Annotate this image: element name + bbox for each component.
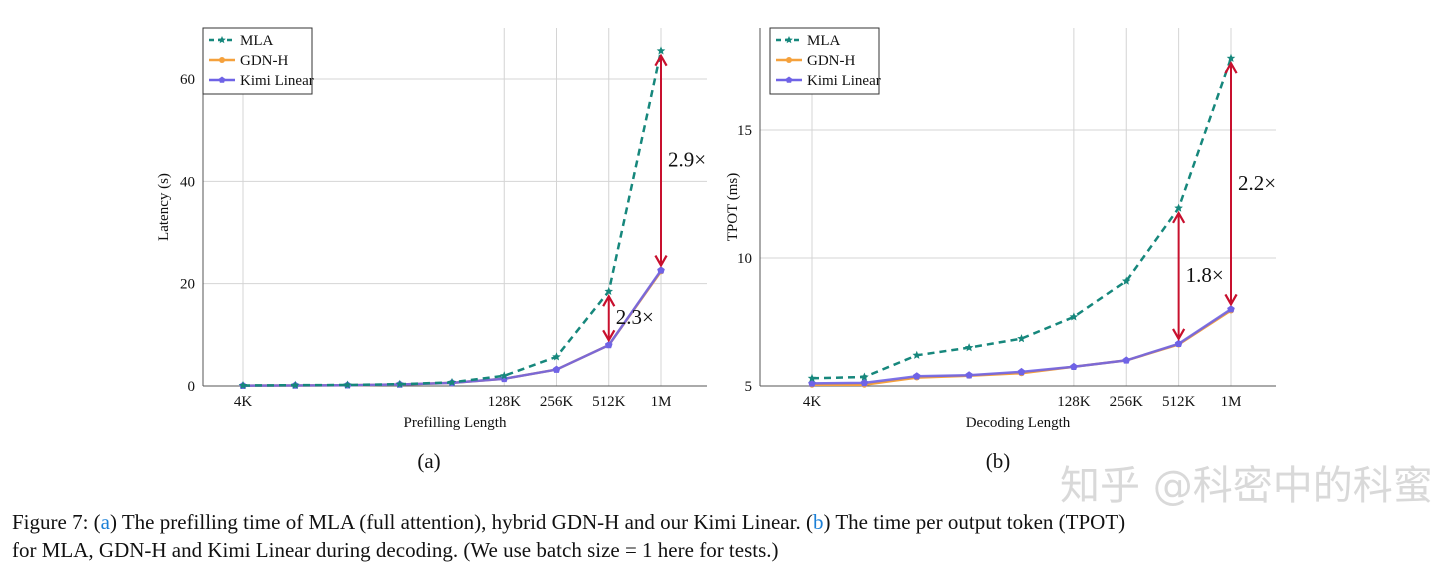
data-point-kimi-linear <box>1017 367 1026 376</box>
legend-marker-gdn-h <box>786 57 792 63</box>
legend-label-mla: MLA <box>240 33 274 49</box>
data-point-kimi-linear <box>965 371 973 379</box>
y-tick-label: 10 <box>737 251 752 267</box>
legend-label-kimi-linear: Kimi Linear <box>240 73 314 89</box>
chart-decoding-tpot: 4K 128K 256K 512K 1M 5 10 15 Decoding Length TPOT… <box>725 27 1276 473</box>
watermark: 知乎 @科密中的科蜜 <box>1060 463 1433 509</box>
data-point-mla <box>291 380 300 389</box>
data-point-mla <box>964 343 974 352</box>
legend-marker-gdn-h <box>219 57 225 63</box>
x-axis-label: Decoding Length <box>966 415 1071 431</box>
data-point-kimi-linear <box>657 266 665 274</box>
data-point-mla <box>447 377 457 387</box>
x-tick-label: 256K <box>1110 394 1144 410</box>
series-line-mla <box>811 57 1233 380</box>
data-point-mla <box>1069 312 1079 321</box>
caption-text: Figure 7: ( <box>12 510 101 534</box>
y-tick-label: 20 <box>180 277 195 293</box>
data-point-kimi-linear <box>808 379 816 387</box>
x-tick-label: 512K <box>1162 394 1196 410</box>
x-tick-label: 4K <box>234 394 253 410</box>
data-point-mla <box>807 373 817 382</box>
caption-text: ) The time per output token (TPOT) <box>823 510 1125 534</box>
caption-line-2: for MLA, GDN-H and Kimi Linear during de… <box>12 538 779 562</box>
data-point-kimi-linear <box>912 372 921 380</box>
legend-label-mla: MLA <box>807 33 841 49</box>
legend-label-kimi-linear: Kimi Linear <box>807 73 881 89</box>
y-axis-label: TPOT (ms) <box>725 173 741 241</box>
data-point-mla <box>912 350 921 359</box>
data-point-mla <box>395 379 404 388</box>
data-point-kimi-linear <box>1070 362 1078 370</box>
speedup-label: 2.3× <box>616 305 654 329</box>
legend-label-gdn-h: GDN-H <box>240 53 288 69</box>
caption-link-a[interactable]: a <box>101 510 111 534</box>
data-point-mla <box>500 371 509 380</box>
x-tick-label: 512K <box>592 394 626 410</box>
legend-marker-kimi-linear <box>218 76 226 83</box>
caption-text: ) The prefilling time of MLA (full atten… <box>110 510 813 534</box>
data-point-mla <box>1174 203 1183 212</box>
data-point-mla <box>1122 276 1131 285</box>
speedup-label: 2.2× <box>1238 171 1276 195</box>
data-point-mla <box>552 352 561 361</box>
data-point-mla <box>604 286 613 295</box>
data-point-mla <box>343 380 352 389</box>
chart-prefilling-latency: 4K 128K 256K 512K 1M 0 20 40 60 Prefilling Length… <box>156 27 707 473</box>
data-point-mla <box>238 381 248 390</box>
legend-label-gdn-h: GDN-H <box>807 53 855 69</box>
x-tick-label: 128K <box>1057 394 1091 410</box>
series-line-mla <box>242 50 663 387</box>
legend-marker-mla <box>785 36 793 44</box>
y-tick-label: 40 <box>180 174 195 190</box>
x-tick-label: 128K <box>488 394 522 410</box>
caption-line-1: Figure 7: (a) The prefilling time of MLA… <box>12 510 1125 534</box>
panel-label: (a) <box>417 449 440 473</box>
data-point-kimi-linear <box>1174 339 1183 347</box>
caption-link-b[interactable]: b <box>813 510 824 534</box>
data-point-mla <box>860 372 869 381</box>
legend-marker-kimi-linear <box>785 76 793 83</box>
data-point-mla <box>1226 53 1236 62</box>
speedup-label: 2.9× <box>668 148 706 172</box>
x-tick-label: 4K <box>803 394 822 410</box>
y-tick-label: 15 <box>737 123 752 139</box>
data-point-kimi-linear <box>860 378 869 387</box>
series-line-gdn-h <box>242 270 663 387</box>
data-point-kimi-linear <box>1122 356 1131 364</box>
data-point-mla <box>1017 334 1026 343</box>
data-point-kimi-linear <box>552 365 561 373</box>
y-tick-label: 60 <box>180 72 195 88</box>
legend-marker-mla <box>218 36 226 44</box>
x-tick-label: 256K <box>540 394 574 410</box>
y-axis-label: Latency (s) <box>156 173 172 241</box>
x-axis-label: Prefilling Length <box>404 415 507 431</box>
speedup-label: 1.8× <box>1186 263 1224 287</box>
x-tick-label: 1M <box>1221 394 1242 410</box>
data-point-kimi-linear <box>604 341 613 349</box>
y-tick-label: 5 <box>745 379 753 395</box>
y-tick-label: 0 <box>188 379 196 395</box>
data-point-mla <box>656 46 666 55</box>
data-point-kimi-linear <box>1227 305 1235 313</box>
x-tick-label: 1M <box>651 394 672 410</box>
panel-label: (b) <box>986 449 1011 473</box>
series-line-kimi-linear <box>242 269 663 387</box>
